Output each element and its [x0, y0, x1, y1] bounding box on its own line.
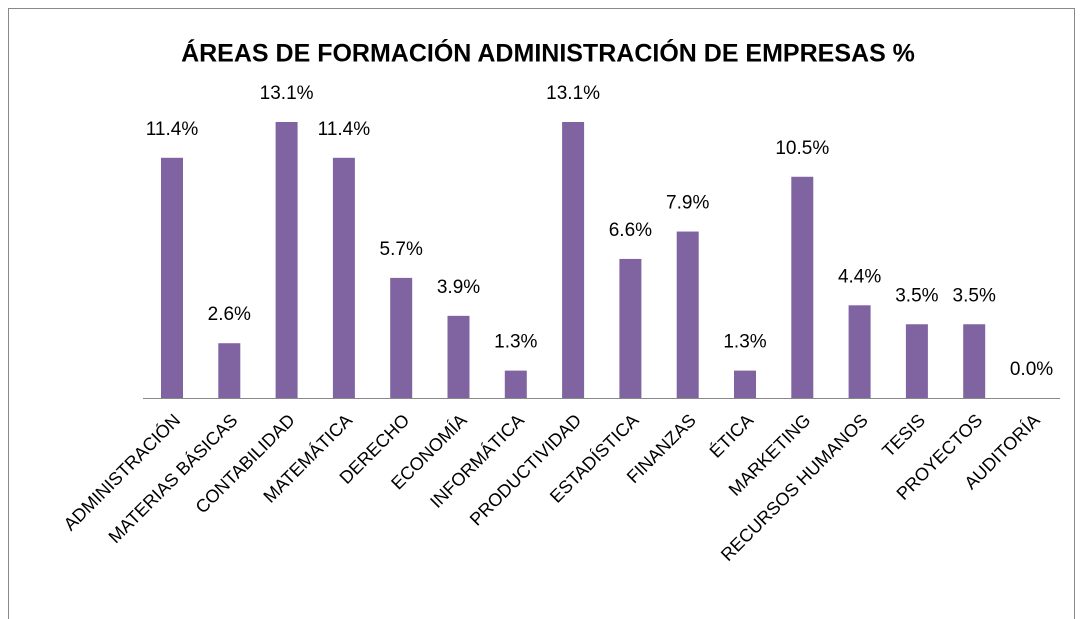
- bar: [848, 305, 871, 398]
- value-label: 3.5%: [895, 285, 938, 306]
- value-label: 6.6%: [609, 220, 652, 241]
- value-label: 13.1%: [546, 83, 600, 104]
- chart-title: ÁREAS DE FORMACIÓN ADMINISTRACIÓN DE EMP…: [181, 38, 915, 68]
- value-label: 0.0%: [1010, 359, 1053, 380]
- value-label: 3.5%: [953, 285, 996, 306]
- value-label: 2.6%: [208, 304, 251, 325]
- value-label: 11.4%: [318, 119, 371, 140]
- bar: [275, 121, 298, 398]
- bar: [447, 315, 470, 398]
- bar: [905, 324, 928, 398]
- value-label: 7.9%: [666, 193, 709, 214]
- value-label: 3.9%: [437, 277, 480, 298]
- value-label: 13.1%: [260, 83, 314, 104]
- bar: [390, 277, 413, 398]
- value-label: 5.7%: [380, 239, 423, 260]
- bar: [619, 258, 642, 398]
- value-label: 11.4%: [146, 119, 199, 140]
- value-label: 1.3%: [723, 332, 766, 353]
- value-label: 1.3%: [494, 332, 537, 353]
- bar: [504, 370, 527, 398]
- value-label: 4.4%: [838, 266, 881, 287]
- bar: [676, 231, 699, 398]
- chart-frame: [8, 8, 1075, 619]
- bar: [161, 157, 183, 398]
- bar: [791, 176, 814, 398]
- bar: [734, 370, 756, 398]
- bar: [332, 157, 355, 398]
- bar: [963, 324, 986, 398]
- value-label: 10.5%: [775, 138, 829, 159]
- bar: [218, 343, 241, 398]
- bar: [562, 121, 585, 398]
